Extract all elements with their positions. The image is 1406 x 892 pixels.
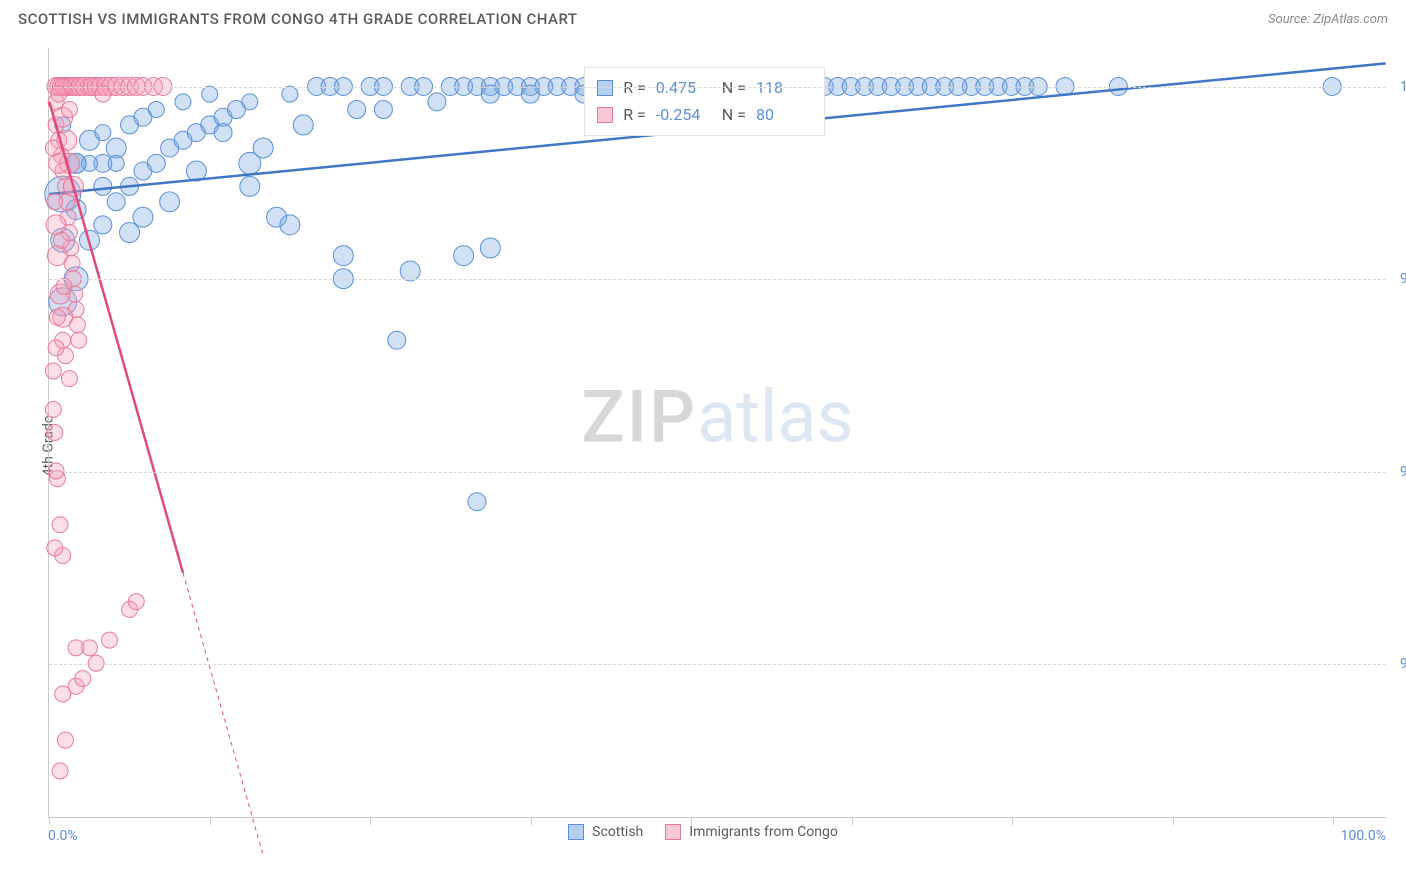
data-point-scottish xyxy=(521,85,539,103)
data-point-congo xyxy=(52,517,68,533)
n-label: N = xyxy=(722,101,746,128)
data-point-scottish xyxy=(94,216,112,234)
gridline xyxy=(49,472,1386,473)
gridline xyxy=(49,664,1386,665)
data-point-scottish xyxy=(148,102,164,118)
data-point-congo xyxy=(61,102,77,118)
r-label: R = xyxy=(623,101,646,128)
data-point-congo xyxy=(81,640,97,656)
data-point-scottish xyxy=(95,125,111,141)
legend-swatch xyxy=(568,824,584,840)
y-tick-label: 92.5% xyxy=(1390,656,1406,672)
data-point-congo xyxy=(52,763,68,779)
data-point-scottish xyxy=(175,94,191,110)
data-point-scottish xyxy=(333,246,353,266)
bottom-legend: Scottish Immigrants from Congo xyxy=(0,824,1406,840)
data-point-congo xyxy=(48,340,64,356)
data-point-scottish xyxy=(94,177,112,195)
data-point-congo xyxy=(45,140,61,156)
data-point-scottish xyxy=(480,238,500,258)
data-point-congo xyxy=(102,632,118,648)
source-label: Source: ZipAtlas.com xyxy=(1268,12,1388,27)
data-point-congo xyxy=(45,401,61,417)
data-point-congo xyxy=(57,732,73,748)
data-point-scottish xyxy=(160,192,180,212)
legend-label: Immigrants from Congo xyxy=(689,824,838,840)
data-point-scottish xyxy=(202,86,218,102)
legend-swatch xyxy=(665,824,681,840)
data-point-congo xyxy=(46,215,66,235)
y-tick-label: 95.0% xyxy=(1390,464,1406,480)
data-point-scottish xyxy=(348,101,366,119)
data-point-scottish xyxy=(240,176,260,196)
y-tick-label: 97.5% xyxy=(1390,271,1406,287)
data-point-congo xyxy=(61,371,77,387)
scatter-svg xyxy=(49,48,1386,817)
stats-legend-box: R = 0.475 N = 118 R = -0.254 N = 80 xyxy=(584,67,825,135)
legend-swatch xyxy=(597,80,613,96)
data-point-scottish xyxy=(282,86,298,102)
data-point-scottish xyxy=(147,154,165,172)
data-point-congo xyxy=(95,86,111,102)
data-point-scottish xyxy=(242,94,258,110)
data-point-congo xyxy=(51,86,67,102)
data-point-scottish xyxy=(280,215,300,235)
data-point-congo xyxy=(75,671,91,687)
data-point-scottish xyxy=(133,207,153,227)
data-point-congo xyxy=(47,540,63,556)
data-point-congo xyxy=(47,246,67,266)
legend-item: Immigrants from Congo xyxy=(665,824,838,840)
stats-row: R = 0.475 N = 118 xyxy=(597,74,812,101)
n-value: 118 xyxy=(756,74,812,101)
data-point-scottish xyxy=(214,124,232,142)
data-point-scottish xyxy=(107,193,125,211)
data-point-congo xyxy=(45,363,61,379)
data-point-scottish xyxy=(454,246,474,266)
data-point-congo xyxy=(71,332,87,348)
legend-item: Scottish xyxy=(568,824,643,840)
data-point-scottish xyxy=(388,331,406,349)
data-point-scottish xyxy=(481,85,499,103)
chart-plot-area: ZIPatlas R =0.475N =118R =-0.254N =80 92… xyxy=(48,48,1386,818)
gridline xyxy=(49,279,1386,280)
r-value: -0.254 xyxy=(656,101,712,128)
data-point-scottish xyxy=(108,155,124,171)
r-value: 0.475 xyxy=(656,74,712,101)
r-label: R = xyxy=(623,74,646,101)
data-point-scottish xyxy=(293,115,313,135)
data-point-scottish xyxy=(428,93,446,111)
data-point-scottish xyxy=(253,138,273,158)
data-point-scottish xyxy=(374,101,392,119)
stats-row: R = -0.254 N = 80 xyxy=(597,101,812,128)
n-value: 80 xyxy=(756,101,812,128)
data-point-scottish xyxy=(120,223,140,243)
data-point-scottish xyxy=(400,261,420,281)
n-label: N = xyxy=(722,74,746,101)
chart-title: SCOTTISH VS IMMIGRANTS FROM CONGO 4TH GR… xyxy=(18,10,578,28)
data-point-congo xyxy=(128,594,144,610)
data-point-congo xyxy=(56,278,72,294)
trend-line-dashed-congo xyxy=(183,573,263,856)
data-point-congo xyxy=(47,194,63,210)
data-point-scottish xyxy=(468,493,486,511)
gridline xyxy=(49,87,1386,88)
legend-label: Scottish xyxy=(592,824,643,840)
data-point-congo xyxy=(47,425,63,441)
legend-swatch xyxy=(597,107,613,123)
data-point-congo xyxy=(49,309,65,325)
data-point-congo xyxy=(53,232,69,248)
y-tick-label: 100.0% xyxy=(1390,79,1406,95)
